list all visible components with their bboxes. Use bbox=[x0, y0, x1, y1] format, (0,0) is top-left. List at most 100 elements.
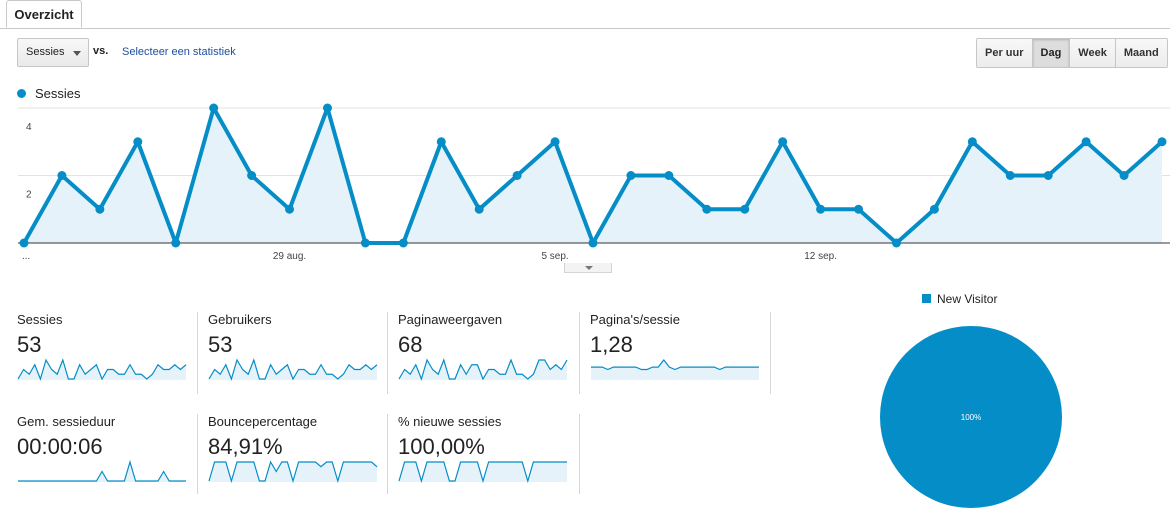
metric-value: 68 bbox=[398, 332, 423, 357]
data-point[interactable] bbox=[854, 204, 864, 214]
metric-sparkline bbox=[398, 358, 568, 381]
data-point[interactable] bbox=[816, 204, 826, 214]
metric-value: 53 bbox=[208, 332, 233, 357]
metric-2[interactable]: Gebruikers 53 bbox=[208, 312, 378, 392]
visitor-pie-chart: 100% bbox=[880, 326, 1062, 508]
sparkline-fill bbox=[209, 360, 377, 380]
metric-sparkline bbox=[398, 461, 567, 484]
legend-dot-icon bbox=[17, 89, 26, 98]
data-point[interactable] bbox=[664, 171, 674, 180]
metric-sparkline bbox=[18, 459, 186, 482]
data-point[interactable] bbox=[474, 204, 484, 214]
data-point[interactable] bbox=[778, 137, 788, 147]
data-point[interactable] bbox=[929, 204, 939, 214]
data-point[interactable] bbox=[133, 137, 143, 147]
data-point[interactable] bbox=[1081, 137, 1091, 147]
data-point[interactable] bbox=[1119, 171, 1129, 180]
metric-label: Sessies bbox=[17, 312, 63, 327]
metric-value: 53 bbox=[17, 332, 42, 357]
data-point[interactable] bbox=[19, 238, 29, 248]
sparkline-line bbox=[17, 358, 187, 381]
data-point[interactable] bbox=[322, 103, 332, 113]
data-point[interactable] bbox=[702, 204, 712, 214]
granularity-buttons: Per uur Dag Week Maand bbox=[976, 38, 1168, 68]
metric-divider bbox=[387, 414, 388, 494]
metric-4[interactable]: Pagina's/sessie 1,28 bbox=[590, 312, 760, 392]
data-point[interactable] bbox=[1005, 171, 1015, 180]
data-point[interactable] bbox=[285, 204, 295, 214]
metric-divider bbox=[387, 312, 388, 394]
sparkline-line bbox=[18, 459, 186, 482]
data-point[interactable] bbox=[512, 171, 522, 180]
metric-divider bbox=[579, 312, 580, 394]
chevron-down-icon bbox=[585, 266, 593, 270]
metric-select[interactable]: Sessies bbox=[17, 38, 89, 67]
legend-label: Sessies bbox=[35, 86, 81, 101]
dag-button[interactable]: Dag bbox=[1032, 39, 1071, 67]
metric-divider bbox=[197, 414, 198, 494]
area-fill bbox=[24, 108, 1162, 243]
collapse-chart-toggle[interactable] bbox=[564, 263, 612, 273]
data-point[interactable] bbox=[57, 171, 67, 180]
data-point[interactable] bbox=[967, 137, 977, 147]
metric-divider bbox=[579, 414, 580, 494]
chevron-down-icon bbox=[73, 51, 81, 56]
metric-label: Pagina's/sessie bbox=[590, 312, 680, 327]
data-point[interactable] bbox=[95, 204, 105, 214]
data-point[interactable] bbox=[171, 238, 181, 248]
week-button[interactable]: Week bbox=[1070, 39, 1116, 67]
metric-5[interactable]: Gem. sessieduur 00:00:06 bbox=[17, 414, 187, 494]
metric-label: Bouncepercentage bbox=[208, 414, 318, 429]
data-point[interactable] bbox=[550, 137, 560, 147]
pie-legend-label: New Visitor bbox=[937, 292, 998, 306]
sparkline-line bbox=[398, 461, 567, 484]
metric-value: 00:00:06 bbox=[17, 434, 103, 459]
metric-value: 84,91% bbox=[208, 434, 283, 459]
data-point[interactable] bbox=[1043, 171, 1053, 180]
metric-value: 100,00% bbox=[398, 434, 485, 459]
sparkline-line bbox=[208, 358, 378, 381]
metric-divider bbox=[770, 312, 771, 394]
pie-slice-label: 100% bbox=[961, 413, 981, 422]
data-point[interactable] bbox=[436, 137, 446, 147]
data-point[interactable] bbox=[209, 103, 219, 113]
x-tick-label: 12 sep. bbox=[804, 251, 837, 262]
metric-sparkline bbox=[208, 358, 378, 381]
metric-sparkline bbox=[208, 460, 378, 484]
data-point[interactable] bbox=[398, 238, 408, 248]
data-point[interactable] bbox=[740, 204, 750, 214]
pie-slice[interactable] bbox=[880, 326, 1062, 508]
metric-6[interactable]: Bouncepercentage 84,91% bbox=[208, 414, 378, 494]
metric-7[interactable]: % nieuwe sessies 100,00% bbox=[398, 414, 568, 494]
data-point[interactable] bbox=[1157, 137, 1167, 147]
maand-button[interactable]: Maand bbox=[1115, 39, 1167, 67]
chart-legend: Sessies bbox=[17, 86, 81, 101]
metric-3[interactable]: Paginaweergaven 68 bbox=[398, 312, 568, 392]
metric-label: Paginaweergaven bbox=[398, 312, 503, 327]
tab-bar: Overzicht bbox=[0, 0, 1170, 29]
metric-1[interactable]: Sessies 53 bbox=[17, 312, 187, 392]
x-tick-label: ... bbox=[22, 251, 30, 262]
tab-overzicht[interactable]: Overzicht bbox=[6, 0, 82, 28]
vs-label: vs. bbox=[93, 45, 109, 57]
metric-sparkline bbox=[591, 359, 759, 380]
metric-select-value: Sessies bbox=[26, 46, 65, 58]
legend-square-icon bbox=[922, 294, 931, 303]
data-point[interactable] bbox=[247, 171, 257, 180]
x-tick-label: 5 sep. bbox=[541, 251, 568, 262]
metric-value: 1,28 bbox=[590, 332, 633, 357]
data-point[interactable] bbox=[588, 238, 598, 248]
x-tick-label: 29 aug. bbox=[273, 251, 306, 262]
y-tick-label: 2 bbox=[26, 190, 32, 201]
data-point[interactable] bbox=[891, 238, 901, 248]
data-point[interactable] bbox=[626, 171, 636, 180]
pie-legend: New Visitor bbox=[922, 292, 997, 306]
metric-label: % nieuwe sessies bbox=[398, 414, 502, 429]
sparkline-line bbox=[208, 460, 378, 484]
y-tick-label: 4 bbox=[26, 122, 32, 133]
metric-divider bbox=[197, 312, 198, 394]
compare-metric-link[interactable]: Selecteer een statistiek bbox=[122, 46, 236, 58]
sparkline-fill bbox=[399, 360, 567, 380]
data-point[interactable] bbox=[360, 238, 370, 248]
per-uur-button[interactable]: Per uur bbox=[977, 39, 1033, 67]
